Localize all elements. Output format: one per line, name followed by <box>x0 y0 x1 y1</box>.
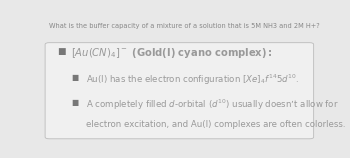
Text: ■: ■ <box>71 73 78 82</box>
Text: A completely filled $\it{d}$-orbital ($d^{10}$) usually doesn’t allow for: A completely filled $\it{d}$-orbital ($d… <box>86 98 338 112</box>
Text: ■: ■ <box>71 98 78 107</box>
Text: Au(I) has the electron configuration $[Xe]_4f^{14}5d^{10}$.: Au(I) has the electron configuration $[X… <box>86 73 299 88</box>
Text: What is the buffer capacity of a mixture of a solution that is 5M NH3 and 2M H+?: What is the buffer capacity of a mixture… <box>49 23 320 29</box>
Text: $[Au(CN)_4]^-$ $\bf{(Gold(I)\ cyano\ complex):}$: $[Au(CN)_4]^-$ $\bf{(Gold(I)\ cyano\ com… <box>71 46 273 60</box>
FancyBboxPatch shape <box>45 43 314 139</box>
Text: ■: ■ <box>57 47 66 56</box>
Text: electron excitation, and Au(I) complexes are often colorless.: electron excitation, and Au(I) complexes… <box>86 120 345 129</box>
